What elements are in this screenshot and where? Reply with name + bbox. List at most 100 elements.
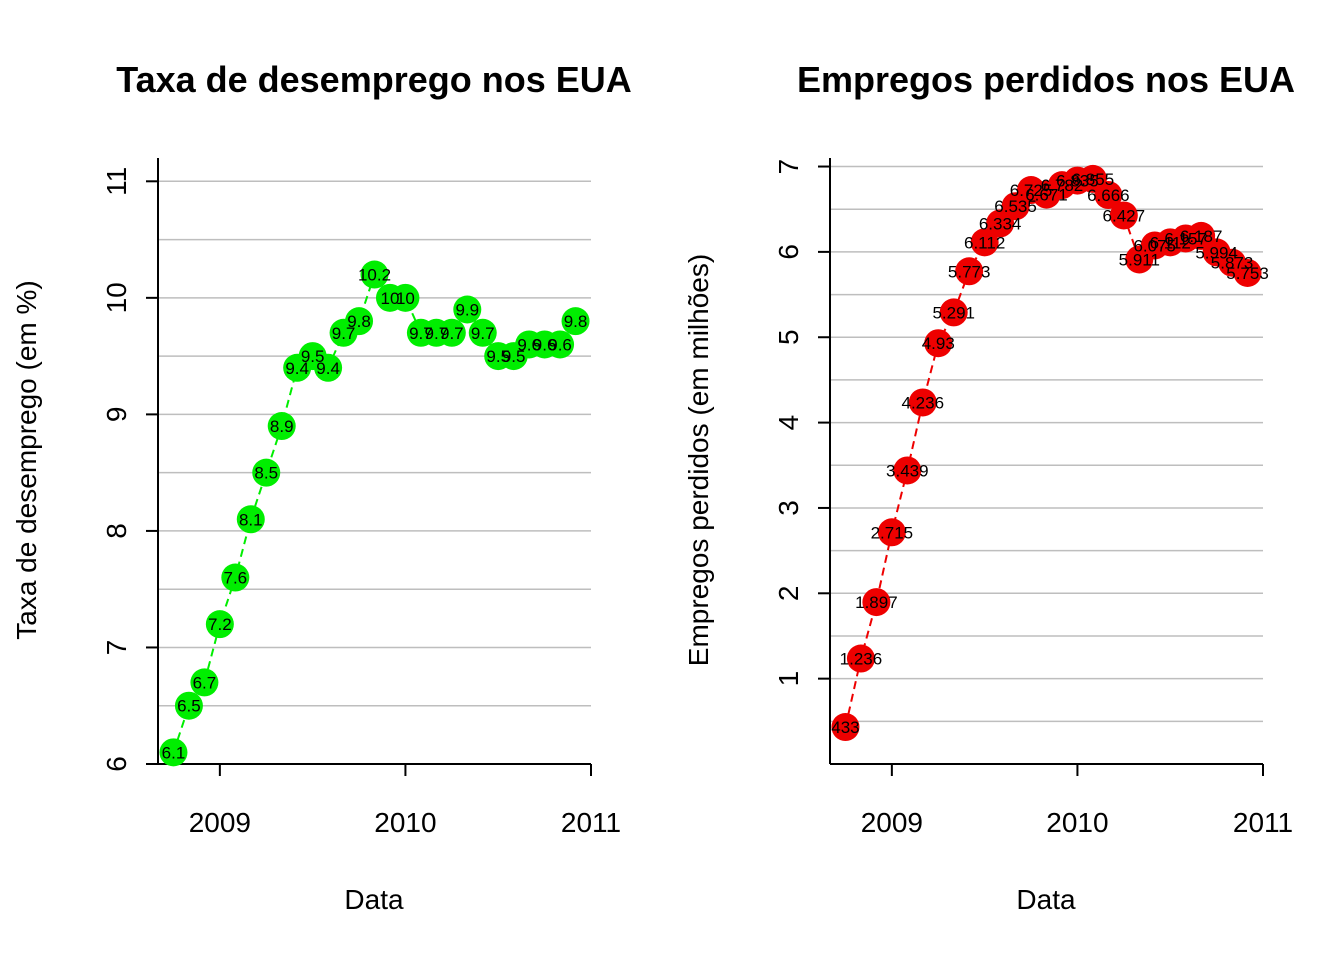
data-label: 6.334 <box>979 214 1022 233</box>
data-point <box>955 257 984 286</box>
data-point <box>437 318 466 347</box>
y-tick-label: 1 <box>773 671 804 687</box>
data-label: 6.725 <box>1010 181 1053 200</box>
data-label: 6.427 <box>1103 206 1146 225</box>
data-label: 7.6 <box>224 569 248 588</box>
data-point <box>939 298 968 327</box>
data-label: 9.6 <box>548 335 572 354</box>
data-label: 6.7 <box>193 673 217 692</box>
data-point <box>908 388 937 417</box>
data-label: 5.911 <box>1119 250 1160 269</box>
data-label: 9.7 <box>409 324 433 343</box>
data-point <box>267 412 296 441</box>
data-label: 6.5 <box>177 697 201 716</box>
x-tick-label: 2009 <box>189 807 251 838</box>
data-point <box>453 295 482 324</box>
data-label: 9.7 <box>471 324 495 343</box>
data-series: 6.16.56.77.27.68.18.58.99.49.59.49.79.81… <box>159 260 590 767</box>
data-label: 8.1 <box>239 510 263 529</box>
axes: 1 2 3 4 5 6 7 2009 2010 2011 <box>773 158 1293 838</box>
data-point <box>831 713 860 742</box>
data-label: 9.6 <box>533 335 557 354</box>
data-label: 1.236 <box>840 650 883 669</box>
data-label: 9.4 <box>285 359 309 378</box>
data-point <box>970 228 999 257</box>
data-label: 8.9 <box>270 417 294 436</box>
data-label: 6.157 <box>1164 229 1207 248</box>
data-point <box>877 518 906 547</box>
data-label: 10 <box>396 289 415 308</box>
data-point <box>546 330 575 359</box>
data-label: 9.8 <box>564 312 588 331</box>
data-point <box>360 260 389 289</box>
data-label: 9.9 <box>455 301 479 320</box>
data-label: 10 <box>381 289 400 308</box>
data-point <box>190 668 219 697</box>
data-label: 6.782 <box>1041 176 1084 195</box>
grid-lines <box>830 165 1263 765</box>
x-tick-label: 2011 <box>561 807 621 838</box>
data-label: 9.4 <box>316 359 340 378</box>
data-label: 9.6 <box>517 335 541 354</box>
data-label: 10.2 <box>358 266 391 285</box>
data-point <box>561 307 590 336</box>
data-point <box>159 738 188 767</box>
data-point <box>1109 201 1138 230</box>
data-point <box>846 644 875 673</box>
data-point <box>893 456 922 485</box>
data-label: 8.5 <box>254 464 278 483</box>
y-tick-label: 4 <box>773 415 804 431</box>
chart-title: Empregos perdidos nos EUA <box>797 59 1295 100</box>
x-tick-label: 2009 <box>861 807 923 838</box>
data-label: 3.439 <box>886 461 929 480</box>
data-point <box>221 563 250 592</box>
data-series: 433 1.236 1.897 2.715 3.439 4.236 4.93 5.291 5.7… <box>831 164 1269 742</box>
data-label: 6.835 <box>1056 172 1099 191</box>
data-label: 5.753 <box>1226 264 1269 283</box>
data-point <box>1233 258 1262 287</box>
y-tick-label: 6 <box>773 244 804 260</box>
axes: 6 7 8 9 10 11 2009 2010 2011 <box>101 158 621 838</box>
x-axis-label: Data <box>1016 884 1076 915</box>
y-axis-label: Taxa de desemprego (em %) <box>11 280 42 640</box>
data-point <box>345 307 374 336</box>
data-label: 5.994 <box>1195 243 1238 262</box>
data-point <box>252 458 281 487</box>
data-label: 5.873 <box>1211 254 1254 273</box>
data-label: 5.773 <box>948 262 991 281</box>
y-tick-label: 9 <box>101 407 132 423</box>
y-tick-label: 6 <box>101 756 132 772</box>
data-label: 9.5 <box>502 347 526 366</box>
data-label: 9.5 <box>301 347 325 366</box>
data-point <box>174 691 203 720</box>
data-label: 6.666 <box>1087 186 1130 205</box>
data-label: 6.1 <box>162 743 186 762</box>
data-label: 4.93 <box>922 334 955 353</box>
data-label: 9.7 <box>425 324 449 343</box>
data-label: 9.8 <box>347 312 371 331</box>
x-tick-label: 2010 <box>1046 807 1108 838</box>
y-tick-label: 3 <box>773 500 804 516</box>
data-point <box>314 353 343 382</box>
data-label: 4.236 <box>902 393 945 412</box>
data-label: 7.2 <box>208 615 232 634</box>
data-label: 2.715 <box>871 523 914 542</box>
data-label: 433 <box>831 718 859 737</box>
data-label: 9.7 <box>440 324 464 343</box>
data-label: 6.187 <box>1180 227 1223 246</box>
data-point <box>205 610 234 639</box>
y-tick-label: 11 <box>101 167 132 196</box>
y-tick-label: 8 <box>101 523 132 539</box>
y-tick-label: 5 <box>773 329 804 345</box>
y-tick-label: 7 <box>101 640 132 656</box>
data-label: 6.112 <box>1150 233 1191 252</box>
y-tick-label: 2 <box>773 586 804 602</box>
chart-title: Taxa de desemprego nos EUA <box>116 59 631 100</box>
data-label: 6.855 <box>1072 170 1115 189</box>
data-label: 6.671 <box>1025 186 1068 205</box>
data-point <box>236 505 265 534</box>
x-tick-label: 2011 <box>1233 807 1293 838</box>
y-axis-label: Empregos perdidos (em milhões) <box>683 254 714 666</box>
data-label: 6.075 <box>1133 236 1176 255</box>
